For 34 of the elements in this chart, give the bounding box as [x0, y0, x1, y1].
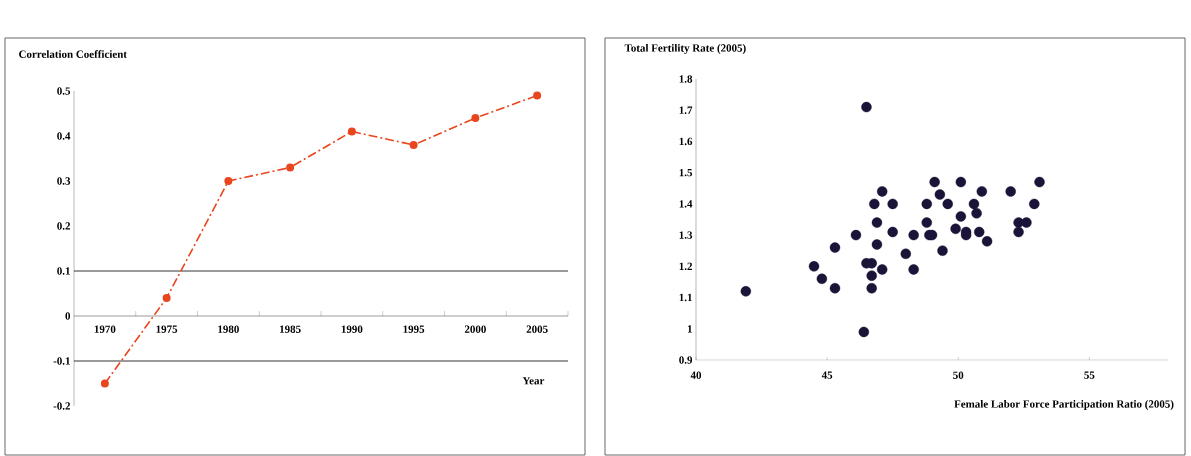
- x-tick-label: 1990: [341, 325, 363, 333]
- y-tick-label: 1.8: [679, 75, 693, 83]
- y-tick-label: 0: [65, 312, 71, 320]
- y-tick-label: 0.5: [57, 87, 71, 95]
- y-tick-label: 0.9: [679, 356, 693, 364]
- y-tick-label: 1.3: [679, 231, 693, 239]
- x-tick-label: 1975: [156, 325, 178, 333]
- y-tick-label: 0.4: [57, 132, 71, 140]
- x-tick-label: 1995: [403, 325, 425, 333]
- y-tick-label: 1.1: [679, 293, 692, 302]
- x-tick-label: 2005: [526, 325, 548, 333]
- y-tick-label: 1.7: [679, 106, 693, 114]
- x-tick-label: 50: [953, 371, 964, 379]
- y-axis-title: Correlation Coefficient: [19, 50, 127, 58]
- x-tick-label: 45: [821, 371, 833, 379]
- x-tick-label: 1970: [94, 325, 116, 333]
- y-axis-title: Total Fertility Rate (2005): [624, 44, 746, 54]
- x-tick-label: 2000: [464, 325, 486, 333]
- y-tick-label: -0.1: [53, 357, 70, 365]
- y-tick-label: -0.2: [53, 402, 70, 410]
- y-tick-label: 1.5: [679, 168, 693, 177]
- x-axis-title: Female Labor Force Participation Ratio (2005): [954, 400, 1174, 410]
- y-tick-label: 1: [687, 325, 692, 333]
- x-tick-label: 1980: [218, 325, 239, 333]
- x-tick-label: 1985: [280, 325, 301, 333]
- y-tick-label: 1.2: [679, 262, 693, 271]
- y-tick-label: 0.1: [57, 267, 70, 275]
- y-tick-label: 0.3: [57, 177, 71, 185]
- x-axis-title: Year: [522, 377, 545, 385]
- x-tick-label: 40: [690, 371, 702, 379]
- y-tick-label: 1.4: [679, 200, 693, 208]
- y-tick-label: 0.2: [57, 222, 70, 230]
- x-tick-label: 55: [1084, 371, 1095, 379]
- y-tick-label: 1.6: [679, 137, 693, 146]
